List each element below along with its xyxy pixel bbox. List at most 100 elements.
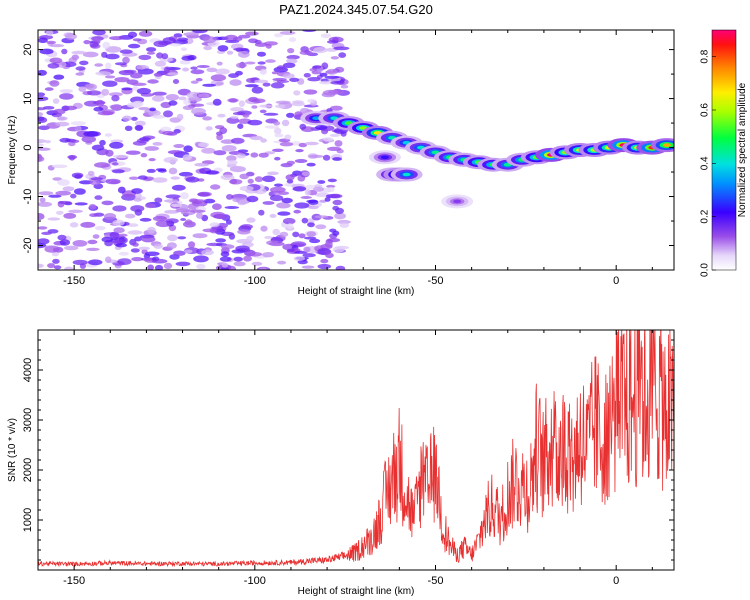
heatmap-noise-cell — [304, 141, 319, 146]
heatmap-noise-cell — [139, 137, 151, 142]
heatmap-noise-cell — [220, 251, 230, 257]
heatmap-noise-cell — [72, 259, 88, 265]
heatmap-noise-cell — [225, 219, 232, 225]
heatmap-noise-cell — [93, 106, 104, 112]
chart-title: PAZ1.2024.345.07.54.G20 — [279, 2, 433, 17]
heatmap-noise-cell — [72, 240, 88, 247]
heatmap-noise-cell — [176, 113, 184, 121]
heatmap-noise-cell — [224, 34, 238, 42]
heatmap-noise-cell — [153, 72, 163, 77]
heatmap-noise-cell — [215, 68, 230, 75]
heatmap-noise-cell — [112, 219, 125, 226]
heatmap-noise-cell — [55, 190, 71, 196]
heatmap-noise-cell — [177, 236, 187, 240]
heatmap-noise-cell — [163, 66, 171, 74]
heatmap-noise-cell — [332, 205, 340, 211]
heatmap-noise-cell — [95, 226, 106, 231]
heatmap-noise-cell — [38, 112, 44, 117]
heatmap-noise-cell — [64, 266, 74, 270]
heatmap-noise-cell — [314, 192, 330, 197]
heatmap-noise-cell — [229, 166, 246, 173]
heatmap-noise-cell — [227, 265, 236, 270]
heatmap-y-tick-label: 20 — [22, 43, 34, 55]
heatmap-noise-cell — [217, 45, 229, 52]
heatmap-noise-cell — [260, 138, 267, 143]
heatmap-noise-cell — [144, 203, 156, 209]
heatmap-y-tick-label: -10 — [22, 189, 34, 205]
heatmap-noise-cell — [273, 121, 281, 126]
heatmap-noise-cell — [315, 125, 328, 130]
heatmap-noise-cell — [128, 176, 140, 180]
heatmap-noise-cell — [274, 183, 283, 187]
heatmap-noise-cell — [178, 96, 187, 101]
heatmap-noise-cell — [228, 73, 239, 78]
colorbar-tick-label: 0.0 — [700, 263, 711, 277]
colorbar-tick-label: 0.2 — [700, 209, 711, 223]
heatmap-noise-cell — [201, 214, 209, 222]
heatmap-noise-cell — [70, 121, 87, 126]
heatmap-noise-cell — [105, 149, 114, 157]
heatmap-noise-cell — [65, 32, 77, 40]
heatmap-noise-cell — [122, 56, 130, 64]
heatmap-noise-cell — [87, 259, 103, 266]
heatmap-noise-cell — [294, 250, 308, 254]
heatmap-noise-cell — [81, 135, 97, 143]
heatmap-noise-cell — [329, 105, 343, 111]
heatmap-noise-cell — [298, 233, 306, 239]
heatmap-noise-cell — [193, 255, 209, 263]
heatmap-noise-cell — [330, 81, 345, 85]
heatmap-noise-cell — [329, 133, 341, 137]
heatmap-noise-cell — [38, 139, 47, 144]
heatmap-noise-cell — [202, 116, 213, 121]
heatmap-noise-cell — [215, 214, 226, 220]
heatmap-noise-cell — [165, 218, 179, 224]
heatmap-noise-cell — [74, 202, 88, 206]
heatmap-noise-cell — [133, 100, 144, 107]
heatmap-noise-cell — [74, 125, 82, 132]
colorbar: 0.0 0.2 0.4 0.6 0.8 Normalized spectral ampl… — [700, 29, 748, 277]
heatmap-branch-cell — [368, 150, 401, 165]
snr-axes: -150 -100 -50 0 1000 2000 3000 4000 — [22, 329, 674, 587]
heatmap-noise-cell — [171, 203, 183, 208]
heatmap-noise-cell — [277, 260, 287, 265]
heatmap-noise-cell — [38, 143, 44, 147]
heatmap-noise-cell — [89, 213, 99, 218]
heatmap-noise-cell — [220, 174, 235, 181]
heatmap-noise-cell — [148, 158, 156, 162]
heatmap-noise-cell — [47, 263, 56, 269]
heatmap-noise-cell — [334, 212, 346, 220]
heatmap-noise-cell — [125, 213, 136, 219]
heatmap-noise-cell — [52, 258, 60, 264]
heatmap-noise-cell — [236, 153, 247, 159]
heatmap-noise-cell — [138, 175, 148, 180]
heatmap-noise-cell — [57, 200, 72, 205]
heatmap-noise-cell — [68, 155, 76, 161]
heatmap-noise-cell — [229, 79, 242, 86]
heatmap-noise-cell — [282, 217, 296, 225]
heatmap-noise-cell — [95, 99, 105, 107]
heatmap-noise-cell — [188, 198, 199, 203]
heatmap-noise-cell — [164, 199, 179, 203]
heatmap-noise-cell — [38, 147, 51, 151]
heatmap-noise-cell — [167, 234, 178, 242]
heatmap-noise-cell — [254, 176, 264, 183]
heatmap-noise-cell — [146, 51, 155, 55]
heatmap-noise-cell — [131, 116, 138, 121]
heatmap-noise-cell — [57, 234, 67, 241]
heatmap-noise-cell — [339, 222, 349, 228]
heatmap-noise-cell — [59, 239, 71, 246]
heatmap-noise-cell — [220, 244, 235, 250]
heatmap-noise-cell — [324, 75, 340, 79]
heatmap-noise-cell — [203, 45, 213, 51]
heatmap-noise-cell — [78, 86, 87, 92]
heatmap-noise-cell — [203, 198, 216, 204]
heatmap-noise-cell — [38, 263, 44, 268]
heatmap-noise-cell — [111, 95, 120, 102]
heatmap-noise-cell — [108, 92, 123, 97]
heatmap-xlabel: Height of straight line (km) — [298, 286, 415, 297]
heatmap-noise-cell — [262, 252, 274, 258]
heatmap-noise-cell — [109, 141, 124, 149]
heatmap-noise-cell — [335, 265, 346, 270]
heatmap-noise-cell — [265, 43, 272, 49]
heatmap-noise-cell — [239, 173, 249, 180]
